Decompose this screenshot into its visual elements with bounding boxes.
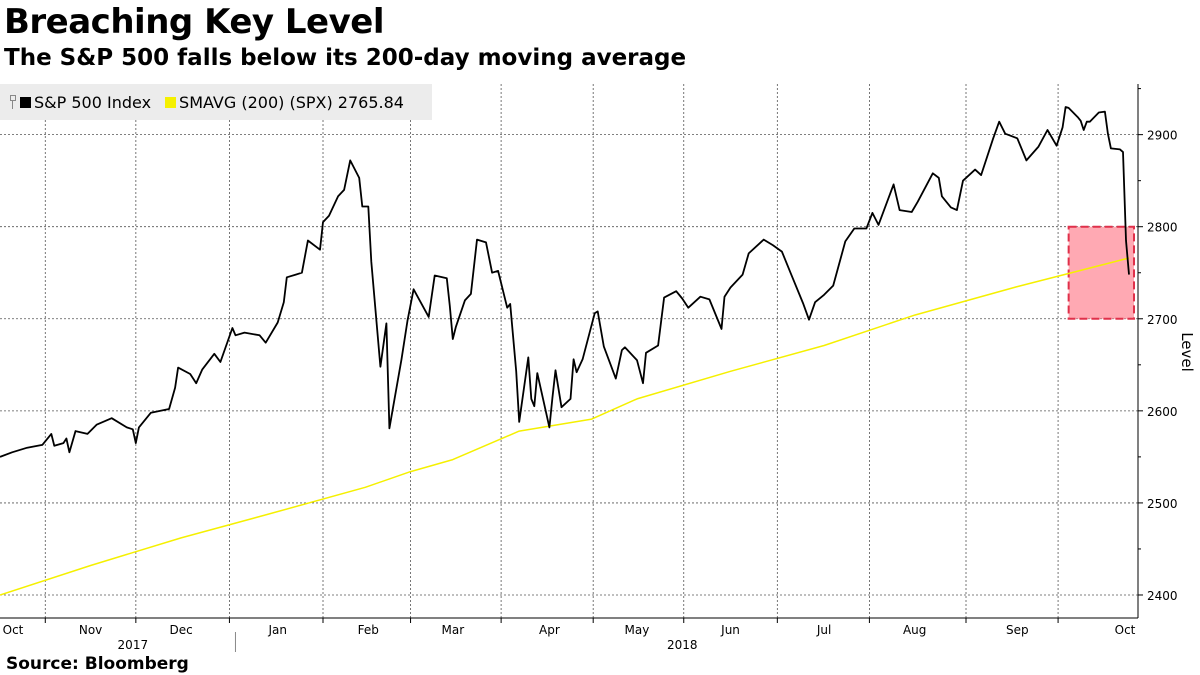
x-tick-label: Sep: [1006, 623, 1029, 637]
legend: S&P 500 Index SMAVG (200) (SPX) 2765.84: [0, 84, 432, 120]
chart-subtitle: The S&P 500 falls below its 200-day movi…: [4, 45, 687, 71]
y-tick-label: 2700: [1147, 313, 1178, 327]
x-tick-label: Oct: [3, 623, 24, 637]
x-tick-label: Nov: [79, 623, 102, 637]
x-tick-label: Jul: [816, 623, 831, 637]
y-tick-label: 2500: [1147, 497, 1178, 511]
year-label: 2017: [118, 638, 149, 652]
x-tick-label: Mar: [441, 623, 464, 637]
y-tick-label: 2800: [1147, 221, 1178, 235]
chart-title: Breaching Key Level: [4, 2, 385, 42]
series-lines: [0, 106, 1130, 596]
legend-item-smavg: SMAVG (200) (SPX) 2765.84: [165, 93, 404, 112]
year-label: 2018: [667, 638, 698, 652]
pin-icon[interactable]: [7, 95, 17, 109]
source-note: Source: Bloomberg: [6, 654, 189, 674]
highlight-box: [1067, 225, 1135, 320]
x-tick-label: Jun: [720, 623, 740, 637]
x-tick-label: Oct: [1115, 623, 1136, 637]
y-tick-label: 2600: [1147, 405, 1178, 419]
y-axis-label: Level: [1178, 332, 1196, 372]
x-tick-label: Feb: [358, 623, 379, 637]
series-line-smavg: [0, 257, 1130, 596]
y-tick-label: 2900: [1147, 129, 1178, 143]
x-tick-label: May: [625, 623, 650, 637]
x-tick-label: Apr: [539, 623, 560, 637]
highlight-region: [1067, 225, 1135, 320]
x-tick-label: Dec: [170, 623, 193, 637]
legend-label-smavg: SMAVG (200) (SPX) 2765.84: [179, 92, 404, 112]
series-line-spx: [0, 106, 1130, 458]
legend-label-spx: S&P 500 Index: [34, 92, 152, 112]
axes: 2400 2500 2600 2700 2800 2900 Oct Nov Dec Jan Feb M…: [0, 84, 1196, 652]
y-tick-label: 2400: [1147, 589, 1178, 603]
legend-swatch-spx: [20, 96, 31, 108]
x-tick-label: Jan: [267, 623, 287, 637]
legend-swatch-smavg: [165, 96, 177, 108]
legend-item-spx: S&P 500 Index: [20, 93, 151, 112]
grid-lines: [0, 84, 1138, 618]
x-tick-label: Aug: [903, 623, 926, 637]
